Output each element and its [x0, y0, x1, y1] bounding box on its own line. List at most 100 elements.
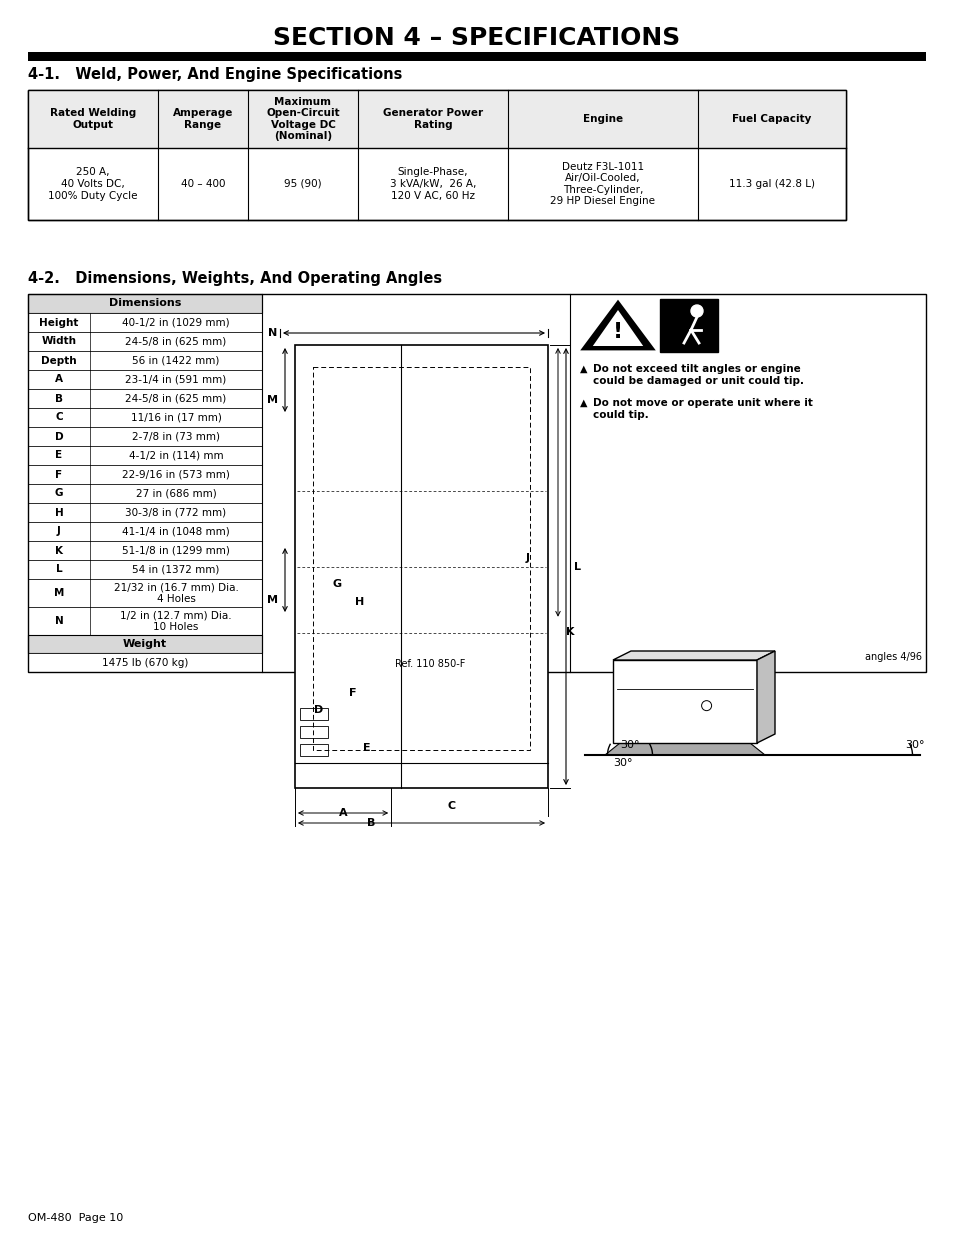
Bar [28, 653, 262, 672]
Text: SECTION 4 – SPECIFICATIONS: SECTION 4 – SPECIFICATIONS [274, 26, 679, 49]
Text: 41-1/4 in (1048 mm): 41-1/4 in (1048 mm) [122, 526, 230, 536]
Text: 4-1/2 in (114) mm: 4-1/2 in (114) mm [129, 451, 223, 461]
Text: 1/2 in (12.7 mm) Dia.
10 Holes: 1/2 in (12.7 mm) Dia. 10 Holes [120, 610, 232, 632]
Bar [28, 370, 262, 389]
Bar [299, 708, 328, 720]
Text: Dimensions: Dimensions [109, 299, 181, 309]
Text: 4-2.   Dimensions, Weights, And Operating Angles: 4-2. Dimensions, Weights, And Operating … [28, 270, 441, 285]
Text: 40-1/2 in (1029 mm): 40-1/2 in (1029 mm) [122, 317, 230, 327]
Bar [28, 90, 845, 220]
Text: D: D [314, 705, 323, 715]
Bar [613, 659, 757, 743]
Bar [28, 90, 845, 220]
Text: Rated Welding
Output: Rated Welding Output [50, 109, 136, 130]
Text: 11.3 gal (42.8 L): 11.3 gal (42.8 L) [728, 179, 814, 189]
Text: Depth: Depth [41, 356, 77, 366]
Bar [28, 466, 262, 484]
Bar [28, 503, 262, 522]
Text: 1475 lb (670 kg): 1475 lb (670 kg) [102, 657, 188, 667]
Text: G: G [54, 489, 63, 499]
Bar [28, 294, 262, 312]
Text: 40 – 400: 40 – 400 [180, 179, 225, 189]
Text: H: H [54, 508, 63, 517]
Bar [28, 294, 925, 672]
Text: 95 (90): 95 (90) [284, 179, 321, 189]
Text: F: F [55, 469, 63, 479]
Text: 22-9/16 in (573 mm): 22-9/16 in (573 mm) [122, 469, 230, 479]
Bar [28, 408, 262, 427]
Text: Maximum
Open-Circuit
Voltage DC
(Nominal): Maximum Open-Circuit Voltage DC (Nominal… [266, 96, 339, 141]
Text: 24-5/8 in (625 mm): 24-5/8 in (625 mm) [125, 336, 227, 347]
Bar [28, 332, 262, 351]
Text: 51-1/8 in (1299 mm): 51-1/8 in (1299 mm) [122, 546, 230, 556]
Text: J: J [525, 552, 530, 563]
Text: Deutz F3L-1011
Air/Oil-Cooled,
Three-Cylinder,
29 HP Diesel Engine: Deutz F3L-1011 Air/Oil-Cooled, Three-Cyl… [550, 162, 655, 206]
Text: 11/16 in (17 mm): 11/16 in (17 mm) [131, 412, 221, 422]
Bar [28, 606, 262, 635]
Bar [299, 726, 328, 739]
Circle shape [690, 305, 702, 317]
Text: 30°: 30° [613, 758, 632, 768]
Text: B: B [55, 394, 63, 404]
Text: 30°: 30° [619, 740, 639, 750]
Bar [28, 52, 925, 61]
Text: Weight: Weight [123, 638, 167, 650]
Text: Ref. 110 850-F: Ref. 110 850-F [395, 659, 465, 669]
Bar [294, 345, 547, 788]
Text: 30°: 30° [904, 740, 923, 750]
Text: Fuel Capacity: Fuel Capacity [732, 114, 811, 124]
Text: OM-480  Page 10: OM-480 Page 10 [28, 1213, 123, 1223]
Text: !: ! [612, 322, 622, 342]
Bar [28, 427, 262, 446]
Text: 27 in (686 mm): 27 in (686 mm) [135, 489, 216, 499]
Text: 23-1/4 in (591 mm): 23-1/4 in (591 mm) [125, 374, 227, 384]
Text: E: E [363, 743, 371, 753]
Text: ▲: ▲ [579, 398, 587, 408]
Bar [659, 299, 718, 352]
Text: L: L [574, 562, 580, 572]
Polygon shape [604, 743, 764, 755]
Text: 2-7/8 in (73 mm): 2-7/8 in (73 mm) [132, 431, 220, 441]
Text: Do not move or operate unit where it
could tip.: Do not move or operate unit where it cou… [593, 398, 812, 420]
Bar [28, 541, 262, 559]
Polygon shape [592, 310, 642, 346]
Bar [28, 579, 262, 606]
Text: 54 in (1372 mm): 54 in (1372 mm) [132, 564, 219, 574]
Text: Do not exceed tilt angles or engine
could be damaged or unit could tip.: Do not exceed tilt angles or engine coul… [593, 364, 803, 385]
Text: D: D [54, 431, 63, 441]
Text: J: J [57, 526, 61, 536]
Text: A: A [55, 374, 63, 384]
Bar [28, 351, 262, 370]
Text: N: N [54, 616, 63, 626]
Text: 250 A,
40 Volts DC,
100% Duty Cycle: 250 A, 40 Volts DC, 100% Duty Cycle [49, 168, 137, 200]
Text: 4-1.   Weld, Power, And Engine Specifications: 4-1. Weld, Power, And Engine Specificati… [28, 68, 402, 83]
Text: Height: Height [39, 317, 78, 327]
Bar [28, 312, 262, 332]
Text: N: N [268, 329, 277, 338]
Text: G: G [332, 579, 341, 589]
Text: 56 in (1422 mm): 56 in (1422 mm) [132, 356, 219, 366]
Text: C: C [55, 412, 63, 422]
Bar [28, 635, 262, 653]
Bar [28, 90, 845, 148]
Text: Width: Width [42, 336, 76, 347]
Text: M: M [267, 395, 278, 405]
Text: L: L [55, 564, 62, 574]
Polygon shape [582, 303, 652, 350]
Bar [28, 446, 262, 466]
Text: H: H [355, 597, 364, 606]
Text: M: M [267, 595, 278, 605]
Text: 24-5/8 in (625 mm): 24-5/8 in (625 mm) [125, 394, 227, 404]
Text: 21/32 in (16.7 mm) Dia.
4 Holes: 21/32 in (16.7 mm) Dia. 4 Holes [113, 582, 238, 604]
Text: C: C [447, 802, 456, 811]
Text: K: K [565, 626, 574, 637]
Text: A: A [338, 808, 347, 818]
Text: Generator Power
Rating: Generator Power Rating [382, 109, 482, 130]
Text: Single-Phase,
3 kVA/kW,  26 A,
120 V AC, 60 Hz: Single-Phase, 3 kVA/kW, 26 A, 120 V AC, … [390, 168, 476, 200]
Bar [28, 522, 262, 541]
Bar [28, 559, 262, 579]
Text: ▲: ▲ [579, 364, 587, 374]
Polygon shape [613, 651, 774, 659]
Bar [299, 743, 328, 756]
Bar [28, 389, 262, 408]
